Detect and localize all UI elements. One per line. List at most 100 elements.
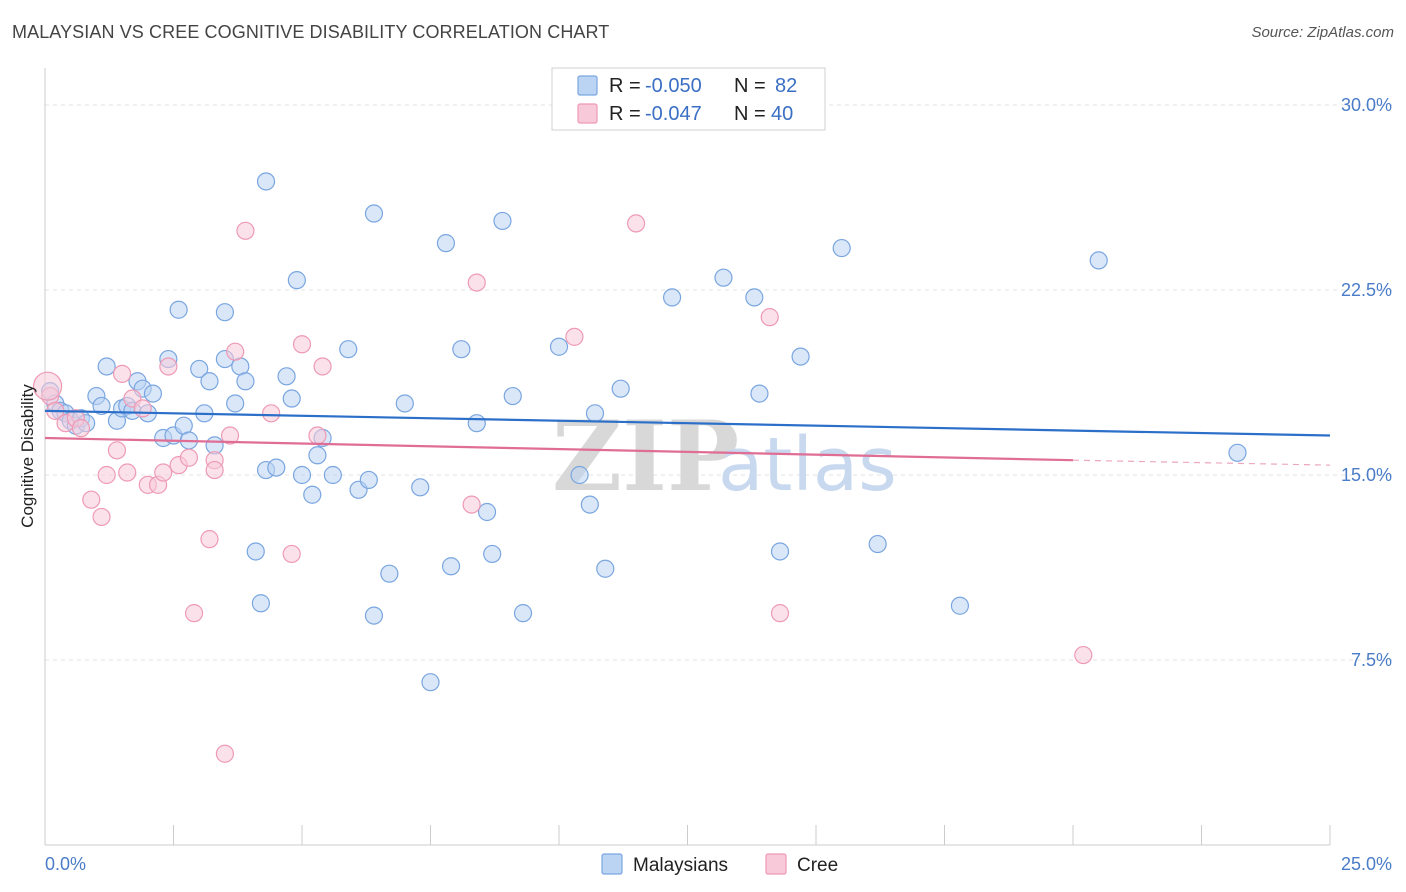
legend-swatch-cree xyxy=(577,103,598,124)
point-malaysians xyxy=(832,238,851,258)
series-legend-swatch-cree xyxy=(765,853,787,875)
point-malaysians xyxy=(282,389,301,408)
trend-line-cree xyxy=(44,436,1074,462)
point-cree xyxy=(626,214,646,233)
point-cree xyxy=(262,404,281,423)
point-malaysians xyxy=(611,379,630,398)
point-malaysians xyxy=(339,340,358,359)
point-malaysians xyxy=(421,673,440,692)
point-malaysians xyxy=(303,485,322,504)
point-cree xyxy=(184,604,204,623)
point-malaysians xyxy=(359,470,378,490)
point-cree xyxy=(282,544,301,564)
y-tick-label: 22.5% xyxy=(1341,280,1392,300)
legend-n-value-malaysians: 82 xyxy=(775,75,797,97)
point-malaysians xyxy=(236,372,255,391)
legend-n-label-cree: N = xyxy=(734,103,766,125)
point-cree xyxy=(205,460,224,480)
point-malaysians xyxy=(215,303,234,322)
point-cree xyxy=(313,357,332,376)
point-malaysians xyxy=(190,359,209,379)
legend-n-label-malaysians: N = xyxy=(734,75,766,97)
point-cree xyxy=(133,399,152,418)
point-malaysians xyxy=(380,564,399,583)
point-malaysians xyxy=(868,534,887,554)
y-axis-title: Cognitive Disability xyxy=(18,384,37,528)
point-malaysians xyxy=(452,340,471,359)
point-malaysians xyxy=(770,542,790,561)
point-cree xyxy=(236,221,255,240)
x-tick-labels: 0.0% 25.0% xyxy=(45,854,1392,874)
point-cree xyxy=(97,465,116,485)
y-tick-label: 15.0% xyxy=(1341,465,1392,485)
point-cree xyxy=(71,419,91,438)
point-malaysians xyxy=(503,386,522,406)
watermark-zip: ZIP xyxy=(552,400,739,513)
axes xyxy=(44,68,1331,846)
point-malaysians xyxy=(226,394,245,413)
point-cree xyxy=(112,364,132,383)
point-cree xyxy=(179,448,199,467)
point-cree xyxy=(308,426,327,445)
point-cree xyxy=(118,463,137,482)
trend-line-extension-cree xyxy=(1072,459,1331,466)
point-malaysians xyxy=(493,211,512,231)
legend-r-label-malaysians: R = xyxy=(609,75,641,97)
point-malaysians xyxy=(395,394,414,413)
x-tick-label-max: 25.0% xyxy=(1341,854,1392,874)
x-tick-label-min: 0.0% xyxy=(45,854,86,874)
point-malaysians xyxy=(267,458,286,477)
point-malaysians xyxy=(714,268,733,287)
point-malaysians xyxy=(436,234,456,253)
point-malaysians xyxy=(308,446,327,465)
point-cree xyxy=(292,335,312,354)
point-malaysians xyxy=(256,172,276,191)
point-cree xyxy=(154,463,173,482)
point-malaysians xyxy=(513,604,533,623)
point-cree xyxy=(462,495,481,514)
trend-line-malaysians xyxy=(44,409,1331,437)
point-malaysians xyxy=(1089,251,1108,270)
point-malaysians xyxy=(585,404,605,423)
stats-legend: R = -0.050 N = 82 R = -0.047 N = 40 xyxy=(551,67,826,131)
source-label: Source: ZipAtlas.com xyxy=(1251,24,1394,41)
point-malaysians xyxy=(246,542,265,561)
point-malaysians xyxy=(950,596,970,615)
point-malaysians xyxy=(411,478,430,497)
point-cree xyxy=(220,426,240,445)
legend-n-value-cree: 40 xyxy=(771,103,793,125)
point-cree xyxy=(565,327,584,346)
point-malaysians xyxy=(169,300,188,319)
data-points xyxy=(32,172,1247,763)
point-cree xyxy=(159,357,178,376)
point-malaysians xyxy=(745,288,764,307)
legend-r-label-cree: R = xyxy=(609,103,641,125)
point-malaysians xyxy=(292,465,312,485)
point-malaysians xyxy=(97,357,116,376)
point-malaysians xyxy=(323,465,342,485)
series-legend-swatch-malaysians xyxy=(601,853,623,875)
point-malaysians xyxy=(200,372,219,391)
point-malaysians xyxy=(364,606,384,625)
point-malaysians xyxy=(662,288,682,307)
point-cree xyxy=(215,744,234,763)
y-tick-labels: 7.5% 15.0% 22.5% 30.0% xyxy=(1341,95,1392,670)
y-tick-label: 30.0% xyxy=(1341,95,1392,115)
point-malaysians xyxy=(483,544,502,564)
point-malaysians xyxy=(570,465,589,485)
legend-r-value-malaysians: -0.050 xyxy=(645,75,702,97)
point-cree xyxy=(32,371,63,401)
point-cree xyxy=(1074,645,1093,665)
point-malaysians xyxy=(364,204,384,223)
point-malaysians xyxy=(596,559,615,578)
point-malaysians xyxy=(287,271,306,290)
series-legend: Malaysians Cree xyxy=(601,853,838,876)
point-malaysians xyxy=(580,495,599,514)
series-legend-label-malaysians: Malaysians xyxy=(633,855,728,876)
legend-swatch-malaysians xyxy=(577,75,598,96)
point-cree xyxy=(200,530,219,549)
y-tick-label: 7.5% xyxy=(1351,650,1392,670)
point-cree xyxy=(760,308,779,327)
legend-r-value-cree: -0.047 xyxy=(645,103,702,125)
